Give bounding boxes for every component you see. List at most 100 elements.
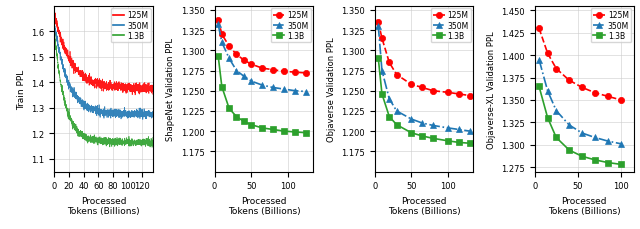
1.3B: [578, 155, 586, 158]
350M: [233, 70, 241, 73]
350M: [259, 84, 266, 87]
350M: [302, 91, 310, 93]
350M: [565, 124, 573, 127]
125M: [617, 99, 625, 102]
350M: [408, 118, 415, 121]
1.3B: [259, 127, 266, 130]
350M: [269, 87, 277, 90]
350M: [247, 80, 255, 83]
125M: [408, 84, 415, 86]
Line: 125M: 125M: [536, 26, 624, 104]
1.3B: [218, 86, 226, 89]
350M: [291, 90, 299, 93]
125M: [247, 63, 255, 66]
350M: [240, 76, 248, 78]
125M: [269, 69, 277, 72]
Line: 350M: 350M: [536, 57, 623, 147]
350M: [466, 130, 474, 133]
125M: [544, 53, 552, 55]
350M: [444, 127, 452, 130]
125M: [604, 95, 612, 98]
1.3B: [291, 131, 299, 134]
350M: [552, 110, 560, 112]
1.3B: [444, 140, 452, 143]
Y-axis label: Train PPL: Train PPL: [17, 69, 26, 109]
350M: [218, 42, 226, 44]
1.3B: [233, 116, 241, 118]
125M: [552, 68, 560, 71]
350M: [214, 24, 222, 27]
350M: [385, 98, 393, 101]
Line: 1.3B: 1.3B: [536, 84, 623, 167]
Legend: 125M, 350M, 1.3B: 125M, 350M, 1.3B: [271, 9, 311, 43]
Line: 350M: 350M: [216, 23, 309, 95]
350M: [393, 110, 401, 113]
350M: [544, 90, 552, 93]
1.3B: [378, 93, 386, 96]
1.3B: [408, 132, 415, 134]
125M: [393, 74, 401, 77]
Y-axis label: Objaverse-XL Validation PPL: Objaverse-XL Validation PPL: [486, 31, 495, 148]
125M: [214, 19, 222, 22]
Legend: 125M, 350M, 1.3B: 125M, 350M, 1.3B: [111, 9, 151, 43]
Line: 125M: 125M: [215, 17, 309, 77]
1.3B: [544, 117, 552, 120]
125M: [419, 87, 426, 90]
125M: [565, 79, 573, 82]
350M: [374, 26, 382, 28]
125M: [466, 95, 474, 98]
125M: [378, 38, 386, 40]
1.3B: [280, 130, 288, 133]
125M: [429, 90, 437, 93]
350M: [378, 70, 386, 73]
125M: [280, 71, 288, 73]
1.3B: [269, 128, 277, 131]
1.3B: [565, 149, 573, 152]
350M: [578, 132, 586, 135]
1.3B: [604, 161, 612, 164]
125M: [385, 62, 393, 65]
125M: [578, 87, 586, 89]
125M: [535, 28, 543, 30]
125M: [591, 92, 599, 95]
350M: [225, 58, 233, 60]
1.3B: [617, 163, 625, 166]
1.3B: [302, 132, 310, 134]
1.3B: [247, 124, 255, 126]
1.3B: [429, 137, 437, 140]
125M: [455, 93, 463, 96]
Line: 1.3B: 1.3B: [216, 54, 309, 136]
1.3B: [385, 116, 393, 118]
1.3B: [225, 108, 233, 110]
125M: [240, 59, 248, 62]
Y-axis label: ShapeNet Validation PPL: ShapeNet Validation PPL: [166, 38, 175, 141]
Legend: 125M, 350M, 1.3B: 125M, 350M, 1.3B: [431, 9, 471, 43]
125M: [233, 54, 241, 57]
1.3B: [591, 159, 599, 161]
350M: [617, 143, 625, 145]
1.3B: [466, 142, 474, 145]
125M: [259, 67, 266, 70]
1.3B: [214, 55, 222, 58]
X-axis label: Processed
Tokens (Billions): Processed Tokens (Billions): [548, 196, 621, 215]
350M: [419, 122, 426, 125]
125M: [291, 71, 299, 74]
1.3B: [393, 124, 401, 126]
X-axis label: Processed
Tokens (Billions): Processed Tokens (Billions): [388, 196, 460, 215]
1.3B: [240, 120, 248, 123]
350M: [429, 125, 437, 127]
Y-axis label: Objaverse Validation PPL: Objaverse Validation PPL: [326, 37, 335, 141]
125M: [218, 34, 226, 36]
1.3B: [552, 136, 560, 139]
125M: [374, 22, 382, 24]
X-axis label: Processed
Tokens (Billions): Processed Tokens (Billions): [67, 196, 140, 215]
1.3B: [419, 135, 426, 138]
350M: [455, 128, 463, 131]
1.3B: [374, 58, 382, 60]
1.3B: [455, 142, 463, 144]
125M: [225, 46, 233, 49]
Line: 350M: 350M: [376, 24, 472, 134]
125M: [302, 72, 310, 75]
X-axis label: Processed
Tokens (Billions): Processed Tokens (Billions): [228, 196, 300, 215]
350M: [280, 88, 288, 91]
